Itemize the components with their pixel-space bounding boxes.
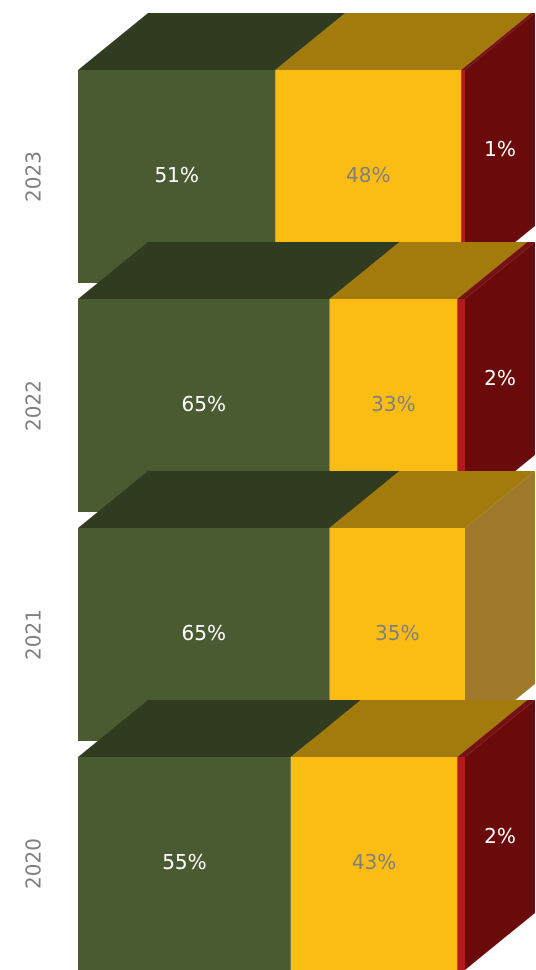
bar-segment-top — [457, 700, 535, 757]
y-tick-label: 2021 — [22, 609, 46, 660]
bar-segment-top — [78, 242, 400, 299]
data-label: 1% — [484, 137, 516, 161]
data-label: 2% — [484, 366, 516, 390]
data-label: 65% — [182, 621, 226, 645]
bar-segment-top — [329, 242, 528, 299]
bar-segment-top — [329, 471, 535, 528]
bar-side — [465, 242, 535, 512]
bar-segment-top — [275, 13, 532, 70]
bar-segment-top — [290, 700, 528, 757]
bar-side — [465, 700, 535, 970]
bar-segment — [461, 70, 465, 283]
bar-segment — [78, 757, 291, 970]
data-label: 65% — [182, 392, 226, 416]
bar-segment — [457, 299, 465, 512]
data-label: 43% — [352, 850, 396, 874]
y-tick-label: 2022 — [22, 380, 46, 431]
data-label: 51% — [154, 163, 198, 187]
y-tick-label: 2020 — [22, 838, 46, 889]
data-label: 35% — [375, 621, 419, 645]
data-label: 55% — [162, 850, 206, 874]
bar-segment — [457, 757, 465, 970]
data-label: 33% — [371, 392, 415, 416]
bar-side — [465, 471, 535, 741]
bar-segment-top — [461, 13, 535, 70]
bar-segment — [290, 757, 458, 970]
bar-segment-top — [457, 242, 535, 299]
bar-segment-top — [78, 700, 361, 757]
bar-segment-top — [78, 471, 400, 528]
bar-segment-top — [78, 13, 346, 70]
y-tick-label: 2023 — [22, 151, 46, 202]
data-label: 48% — [346, 163, 390, 187]
bar-side — [465, 13, 535, 283]
data-label: 2% — [484, 824, 516, 848]
